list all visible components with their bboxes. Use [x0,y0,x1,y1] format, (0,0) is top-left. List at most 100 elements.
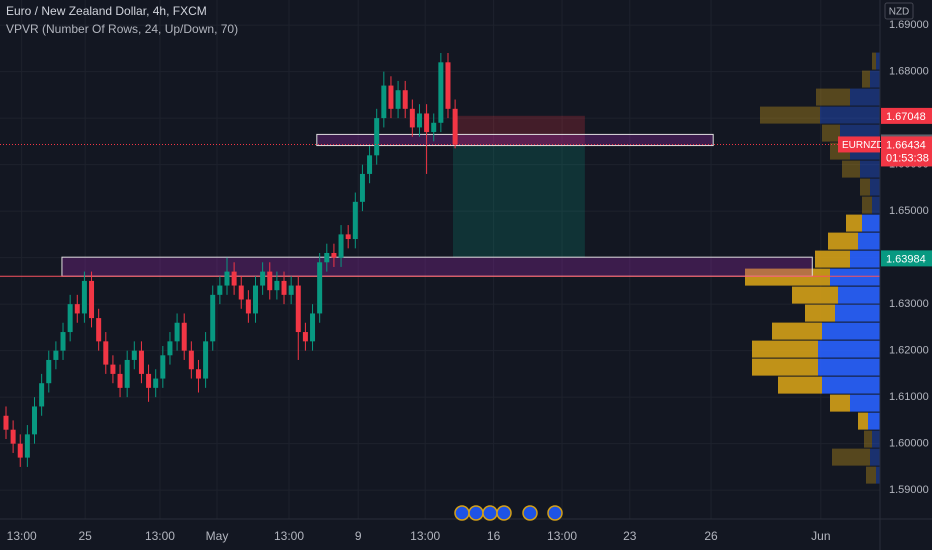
x-tick-label: 16 [487,529,501,543]
event-icon[interactable] [454,505,470,521]
candle-body [138,350,144,374]
profile-down [760,106,820,124]
candle-body [124,359,130,388]
candle-body [96,318,102,342]
candle-body [409,108,415,128]
candle-body [174,322,180,342]
candle-body [39,383,45,407]
y-tick-label: 1.61000 [889,391,929,403]
symbol-label: EURNZD [842,140,884,151]
profile-down [778,376,822,394]
profile-down [862,70,870,88]
profile-down [822,124,840,142]
candle-body [160,355,166,379]
profile-up [820,106,880,124]
profile-down [816,88,850,106]
profile-up [850,88,880,106]
candle-body [345,234,351,240]
candle-body [253,285,259,314]
candle-body [60,332,66,351]
x-tick-label: 26 [704,529,718,543]
price-label: 1.63984 [886,253,926,265]
profile-up [870,178,880,196]
candle-body [10,429,16,444]
profile-up [818,340,880,358]
candle-body [146,373,152,388]
candle-body [367,155,373,174]
plot [0,0,880,519]
candle-body [224,271,230,286]
event-icon[interactable] [522,505,538,521]
profile-down [792,286,838,304]
profile-down [828,232,858,250]
candle-body [395,90,401,109]
x-tick-label: 13:00 [547,529,577,543]
profile-up [860,160,880,178]
candle-body [81,280,87,314]
profile-up [850,394,880,412]
candle-body [352,201,358,240]
candle-body [24,434,30,458]
candle-body [67,304,73,333]
profile-down [815,250,850,268]
candle-body [338,234,344,258]
zone-rectangle [316,133,714,147]
countdown-label: 01:53:38 [886,152,929,164]
event-icon[interactable] [482,505,498,521]
stop-zone [452,115,585,145]
profile-up [822,322,880,340]
profile-down [830,394,850,412]
candle-body [288,285,294,295]
currency: NZD [889,7,910,18]
x-tick-label: May [206,529,229,543]
x-tick-label: 13:00 [145,529,175,543]
event-icons[interactable] [454,505,563,521]
candle-body [231,271,237,286]
profile-down [752,358,818,376]
price-label: 1.67048 [886,111,926,123]
event-icon[interactable] [496,505,512,521]
price-label-box [881,250,932,267]
currency-box[interactable] [884,2,914,20]
candle-body [89,280,95,319]
candle-body [181,322,187,351]
profile-up [830,268,880,286]
y-tick-label: 1.69000 [889,19,929,31]
last-price-label: 1.66434 [886,139,926,151]
candle-body [131,350,137,360]
candle-body [438,62,444,123]
profile-up [872,196,880,214]
x-tick-label: 13:00 [274,529,304,543]
candle-body [281,280,287,295]
candle-body [295,285,301,333]
event-icon[interactable] [547,505,563,521]
y-tick-label: 1.63000 [889,298,929,310]
y-tick-label: 1.65000 [889,205,929,217]
candle-body [188,350,194,370]
candle-body [274,280,280,291]
candle-body [17,443,23,458]
profile-down [745,268,830,286]
profile-down [772,322,822,340]
x-tick-label: 25 [78,529,92,543]
candle-body [260,271,266,286]
profile-up [870,70,880,88]
candle-body [245,299,251,314]
candle-body [117,373,123,388]
x-tick-label: 9 [355,529,362,543]
price-label-box [881,107,932,124]
candle-body [452,108,458,145]
candle-body [32,406,38,435]
profile-up [850,250,880,268]
x-tick-label: 13:00 [410,529,440,543]
profile-down [846,214,862,232]
profile-down [866,466,876,484]
candle-body [74,304,80,314]
candle-body [210,294,216,342]
candle-body [324,252,330,263]
candle-body [374,118,380,156]
candle-body [388,85,394,109]
candle-body [445,62,451,109]
event-icon[interactable] [468,505,484,521]
candle-body [431,122,437,133]
